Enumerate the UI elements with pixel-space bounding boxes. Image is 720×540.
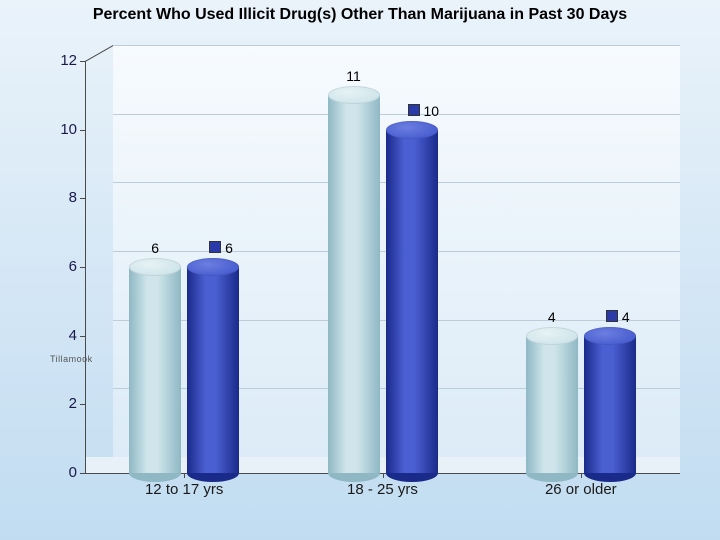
y-tick-label: 10 <box>47 121 77 138</box>
y-axis <box>85 61 86 473</box>
x-tick <box>383 473 384 478</box>
legend-square-icon <box>209 241 221 253</box>
value-label: 11 <box>308 68 400 84</box>
legend-square-icon <box>408 104 420 116</box>
value-label: 6 <box>209 240 301 256</box>
value-text: 11 <box>346 68 361 84</box>
y-tick-label: 2 <box>47 395 77 412</box>
value-text: 4 <box>622 309 630 325</box>
chart-stage: Percent Who Used Illicit Drug(s) Other T… <box>0 0 720 540</box>
x-tick-label: 18 - 25 yrs <box>283 481 481 498</box>
value-text: 6 <box>225 240 233 256</box>
x-tick <box>184 473 185 478</box>
legend-square-icon <box>606 310 618 322</box>
gridline <box>113 45 680 46</box>
axis-depth-line <box>85 45 113 62</box>
bar-series-b-2 <box>584 327 636 482</box>
bar-series-b-1 <box>386 121 438 482</box>
y-tick-label: 6 <box>47 258 77 275</box>
bar-series-a-2 <box>526 327 578 482</box>
value-label: 4 <box>506 309 598 325</box>
chart-title: Percent Who Used Illicit Drug(s) Other T… <box>0 6 720 24</box>
y-tick-label: 4 <box>47 327 77 344</box>
y-tick-label: 8 <box>47 189 77 206</box>
bar-series-a-0 <box>129 258 181 482</box>
y-tick-label: 0 <box>47 464 77 481</box>
x-tick-label: 12 to 17 yrs <box>85 481 283 498</box>
bar-series-b-0 <box>187 258 239 482</box>
value-label: 4 <box>606 309 698 325</box>
gridline <box>113 114 680 115</box>
value-text: 6 <box>151 240 159 256</box>
value-text: 4 <box>548 309 556 325</box>
x-tick-label: 26 or older <box>482 481 680 498</box>
watermark: Tillamook <box>50 354 93 364</box>
value-text: 10 <box>424 103 440 119</box>
y-tick-label: 12 <box>47 52 77 69</box>
bar-series-a-1 <box>328 86 380 482</box>
value-label: 6 <box>109 240 201 256</box>
x-tick <box>581 473 582 478</box>
value-label: 10 <box>408 103 500 119</box>
